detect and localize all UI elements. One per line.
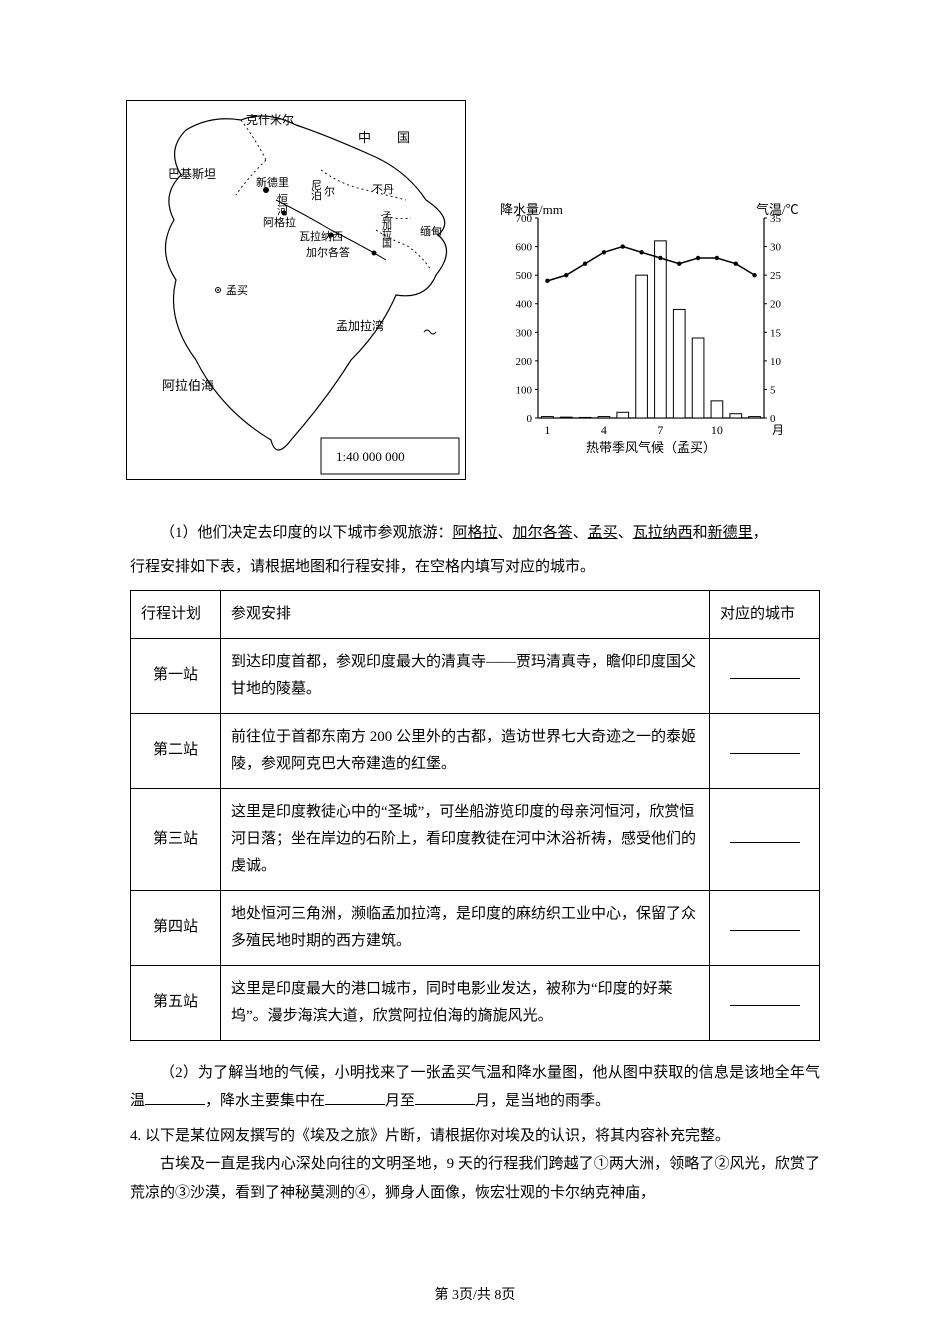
cell-plan: 第二站	[131, 713, 221, 788]
page-footer: 第 3页/共 8页	[0, 1283, 950, 1310]
q1-intro-b-text: 行程安排如下表，请根据地图和行程安排，在空格内填写对应的城市。	[130, 559, 595, 575]
map-label: 不丹	[372, 184, 394, 196]
cell-desc: 前往位于首都东南方 200 公里外的古都，造访世界七大奇迹之一的泰姬陵，参观阿克…	[221, 713, 710, 788]
svg-text:700: 700	[516, 213, 533, 225]
svg-text:10: 10	[711, 423, 723, 437]
q2-blank[interactable]	[145, 1090, 205, 1105]
q1-city: 瓦拉纳西	[633, 525, 693, 541]
svg-text:5: 5	[770, 384, 776, 396]
cell-plan: 第一站	[131, 638, 221, 713]
chart-svg: 降水量/mm气温/℃010020030040050060070005101520…	[496, 200, 806, 480]
map-label: 孟加拉湾	[336, 318, 384, 333]
itinerary-table: 行程计划 参观安排 对应的城市 第一站 到达印度首都，参观印度最大的清真寺——贾…	[130, 590, 820, 1041]
map-label-vert: 孟加拉国	[382, 211, 392, 250]
svg-text:1: 1	[544, 423, 550, 437]
q1-city: 加尔各答	[513, 525, 573, 541]
th-plan: 行程计划	[131, 590, 221, 638]
map-label: 阿格拉	[263, 215, 296, 229]
map-svg: 克什米尔 巴基斯坦 中 国 新德里 尼泊尔 不丹 阿格拉 恒河 瓦拉纳西 孟加拉…	[126, 100, 466, 480]
svg-text:400: 400	[516, 299, 533, 311]
svg-text:20: 20	[770, 299, 782, 311]
map-scale: 1:40 000 000	[336, 449, 405, 464]
svg-text:10: 10	[770, 356, 782, 368]
q1-comma: ，	[753, 525, 768, 541]
q4-body: 古埃及一直是我内心深处向往的文明圣地，9 天的行程我们跨越了①两大洲，领略了②风…	[130, 1150, 820, 1207]
svg-text:热带季风气候（孟买）: 热带季风气候（孟买）	[586, 440, 716, 455]
q1-intro: （1）他们决定去印度的以下城市参观旅游：阿格拉、加尔各答、孟买、瓦拉纳西和新德里…	[130, 519, 820, 548]
table-row: 第三站 这里是印度教徒心中的“圣城”，可坐船游览印度的母亲河恒河，欣赏恒河日落；…	[131, 788, 820, 890]
svg-text:500: 500	[516, 270, 533, 282]
cell-desc: 这里是印度教徒心中的“圣城”，可坐船游览印度的母亲河恒河，欣赏恒河日落；坐在岸边…	[221, 788, 710, 890]
india-map: 克什米尔 巴基斯坦 中 国 新德里 尼泊尔 不丹 阿格拉 恒河 瓦拉纳西 孟加拉…	[126, 100, 466, 480]
svg-text:35: 35	[770, 213, 782, 225]
svg-text:100: 100	[516, 384, 533, 396]
q1-intro-b-line: 行程安排如下表，请根据地图和行程安排，在空格内填写对应的城市。	[130, 553, 820, 582]
q1-city: 孟买	[588, 525, 618, 541]
map-label: 加尔各答	[306, 245, 350, 259]
map-label: 克什米尔	[246, 112, 294, 127]
svg-text:月: 月	[772, 423, 784, 437]
climate-chart: 降水量/mm气温/℃010020030040050060070005101520…	[496, 200, 806, 491]
cell-desc: 这里是印度最大的港口城市，同时电影业发达，被称为“印度的好莱坞”。漫步海滨大道，…	[221, 965, 710, 1040]
map-label-vert: 尼泊尔	[311, 179, 335, 202]
cell-plan: 第三站	[131, 788, 221, 890]
q1-city: 新德里	[708, 525, 753, 541]
table-row: 第一站 到达印度首都，参观印度最大的清真寺——贾玛清真寺，瞻仰印度国父甘地的陵墓…	[131, 638, 820, 713]
svg-text:200: 200	[516, 356, 533, 368]
svg-text:4: 4	[601, 423, 607, 437]
cell-city-blank[interactable]	[710, 638, 820, 713]
cell-city-blank[interactable]	[710, 965, 820, 1040]
map-label: 新德里	[256, 175, 289, 189]
cell-city-blank[interactable]	[710, 890, 820, 965]
cell-desc: 地处恒河三角洲，濒临孟加拉湾，是印度的麻纺织工业中心，保留了众多殖民地时期的西方…	[221, 890, 710, 965]
table-row: 第二站 前往位于首都东南方 200 公里外的古都，造访世界七大奇迹之一的泰姬陵，…	[131, 713, 820, 788]
cell-plan: 第五站	[131, 965, 221, 1040]
q4-lead: 4. 以下是某位网友撰写的《埃及之旅》片断，请根据你对埃及的认识，将其内容补充完…	[130, 1122, 820, 1151]
map-label: 中 国	[358, 130, 410, 145]
q2-blank[interactable]	[415, 1090, 475, 1105]
q2-mid2: 月至	[385, 1093, 415, 1109]
svg-text:600: 600	[516, 242, 533, 254]
q1-intro-a: （1）他们决定去印度的以下城市参观旅游：	[160, 525, 453, 541]
q2-mid1: ，降水主要集中在	[205, 1093, 325, 1109]
cell-plan: 第四站	[131, 890, 221, 965]
svg-text:30: 30	[770, 242, 782, 254]
cell-city-blank[interactable]	[710, 713, 820, 788]
table-row: 第四站 地处恒河三角洲，濒临孟加拉湾，是印度的麻纺织工业中心，保留了众多殖民地时…	[131, 890, 820, 965]
table-row: 第五站 这里是印度最大的港口城市，同时电影业发达，被称为“印度的好莱坞”。漫步海…	[131, 965, 820, 1040]
map-label: 孟买	[226, 284, 248, 297]
svg-text:300: 300	[516, 327, 533, 339]
q2-blank[interactable]	[325, 1090, 385, 1105]
q2-suffix: 月，是当地的雨季。	[475, 1093, 610, 1109]
table-header-row: 行程计划 参观安排 对应的城市	[131, 590, 820, 638]
q1-city: 阿格拉	[453, 525, 498, 541]
map-label: 阿拉伯海	[162, 378, 214, 393]
q2-text: （2）为了解当地的气候，小明找来了一张孟买气温和降水量图，他从图中获取的信息是该…	[130, 1059, 820, 1116]
map-label-vert: 恒河	[277, 193, 288, 217]
th-desc: 参观安排	[221, 590, 710, 638]
svg-text:7: 7	[657, 423, 663, 437]
svg-text:15: 15	[770, 327, 782, 339]
svg-text:0: 0	[527, 413, 533, 425]
cell-city-blank[interactable]	[710, 788, 820, 890]
map-label: 瓦拉纳西	[299, 229, 343, 243]
th-city: 对应的城市	[710, 590, 820, 638]
cell-desc: 到达印度首都，参观印度最大的清真寺——贾玛清真寺，瞻仰印度国父甘地的陵墓。	[221, 638, 710, 713]
map-label: 巴基斯坦	[168, 167, 216, 181]
map-label: 缅甸	[420, 224, 442, 238]
svg-text:25: 25	[770, 270, 782, 282]
figures-row: 克什米尔 巴基斯坦 中 国 新德里 尼泊尔 不丹 阿格拉 恒河 瓦拉纳西 孟加拉…	[126, 100, 820, 491]
